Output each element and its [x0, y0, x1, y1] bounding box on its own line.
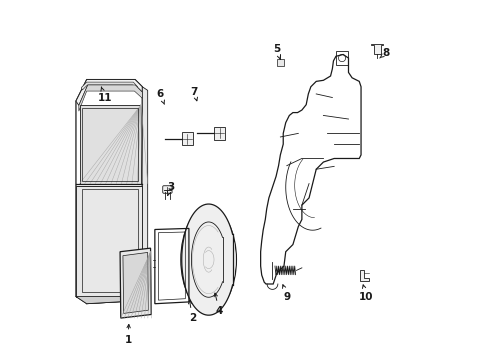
Text: 2: 2 — [188, 300, 196, 323]
Polygon shape — [80, 105, 141, 184]
FancyBboxPatch shape — [182, 132, 192, 145]
Ellipse shape — [182, 204, 235, 315]
FancyBboxPatch shape — [163, 186, 172, 193]
Polygon shape — [142, 87, 147, 300]
Polygon shape — [76, 295, 147, 304]
Text: 1: 1 — [124, 324, 131, 345]
Polygon shape — [359, 270, 368, 281]
Polygon shape — [79, 85, 142, 111]
Text: 7: 7 — [190, 87, 198, 101]
Polygon shape — [76, 186, 142, 297]
Text: 9: 9 — [282, 285, 290, 302]
Text: 10: 10 — [359, 285, 373, 302]
Text: 4: 4 — [214, 293, 223, 316]
Text: 3: 3 — [167, 182, 174, 195]
Text: 8: 8 — [379, 48, 389, 58]
FancyBboxPatch shape — [214, 127, 224, 140]
Polygon shape — [276, 59, 284, 66]
Polygon shape — [122, 252, 148, 314]
Circle shape — [125, 84, 130, 89]
Text: 11: 11 — [97, 87, 112, 103]
Polygon shape — [120, 248, 151, 318]
Polygon shape — [81, 82, 137, 90]
Text: 5: 5 — [273, 44, 280, 59]
Circle shape — [87, 84, 92, 89]
Polygon shape — [371, 44, 382, 54]
Text: 6: 6 — [156, 89, 164, 104]
Polygon shape — [76, 80, 142, 105]
